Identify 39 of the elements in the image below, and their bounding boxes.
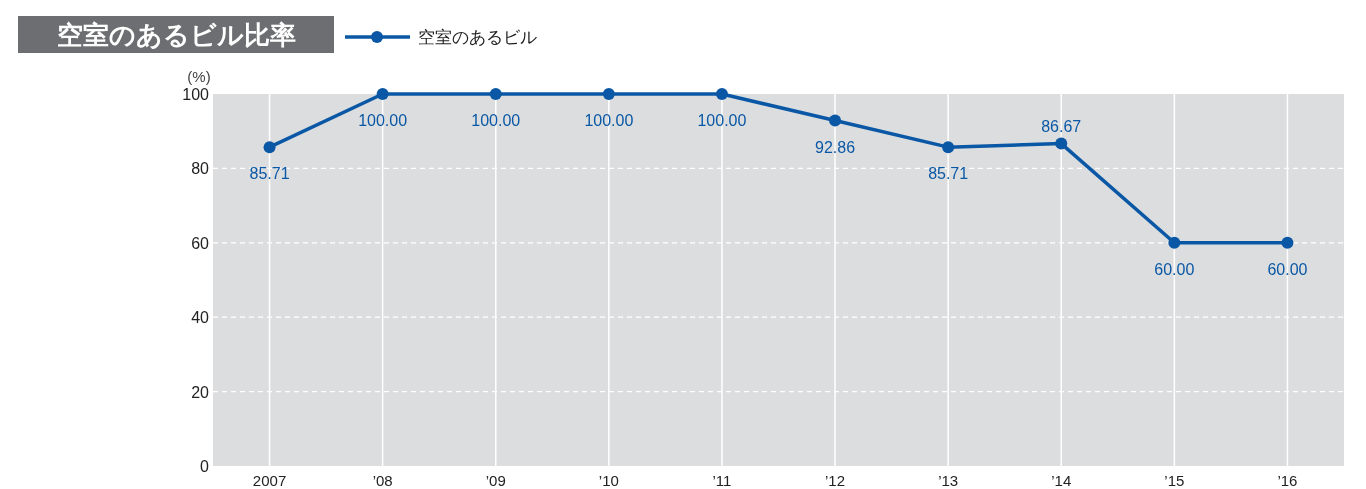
data-label: 92.86 (815, 138, 856, 156)
chart-title: 空室のあるビル比率 (56, 20, 296, 50)
legend-label: 空室のあるビル (418, 28, 537, 47)
data-label: 60.00 (1154, 260, 1195, 278)
point (376, 88, 389, 100)
point (602, 88, 615, 100)
y-tick-label: 60 (191, 234, 210, 252)
x-tick-label: ’13 (938, 472, 959, 489)
y-tick-label: 40 (191, 309, 210, 327)
x-tick-label: 2007 (252, 472, 287, 489)
data-label: 60.00 (1267, 260, 1308, 278)
data-label: 100.00 (358, 112, 408, 129)
y-tick-label: 0 (200, 458, 210, 475)
point (942, 141, 955, 154)
x-tick-label: ’11 (712, 472, 732, 489)
x-tick-label: ’14 (1051, 472, 1072, 489)
y-tick-label: 100 (182, 86, 210, 103)
point (489, 88, 502, 100)
x-tick-label: ’15 (1164, 472, 1185, 489)
data-label: 100.00 (471, 112, 521, 129)
point (715, 88, 728, 100)
y-axis-title: (%) (187, 68, 211, 85)
y-tick-label: 20 (191, 383, 210, 401)
x-tick-label: ’16 (1277, 472, 1298, 489)
data-label: 86.67 (1041, 117, 1082, 135)
x-tick-label: ’09 (485, 472, 506, 489)
data-label: 100.00 (584, 112, 634, 129)
point (263, 141, 276, 154)
point (1281, 236, 1294, 249)
point (1168, 236, 1181, 249)
data-label: 100.00 (697, 112, 747, 129)
y-tick-label: 80 (191, 160, 210, 178)
x-tick-label: ’12 (825, 472, 846, 489)
x-tick-label: ’08 (372, 472, 393, 489)
point (1055, 137, 1068, 150)
point (829, 114, 842, 127)
x-tick-label: ’10 (598, 472, 619, 489)
data-label: 85.71 (928, 165, 969, 183)
data-label: 85.71 (249, 165, 290, 183)
